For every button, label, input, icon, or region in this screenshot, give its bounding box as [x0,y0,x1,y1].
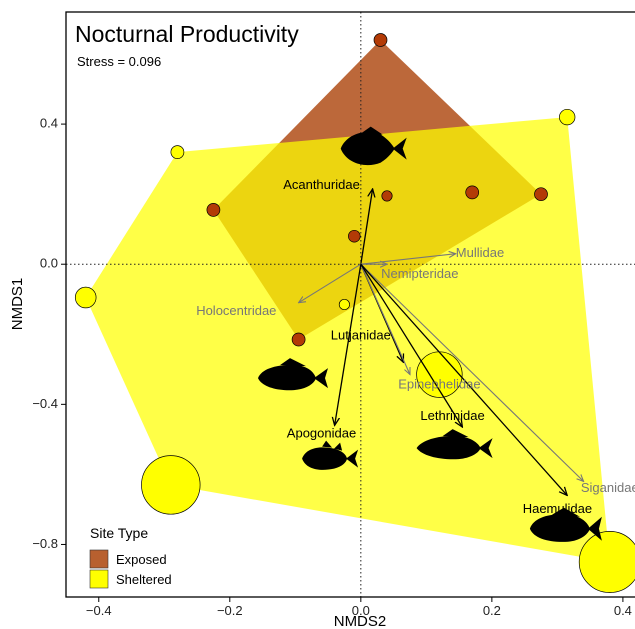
vector-label-siganidae: Siganidae [581,480,635,495]
vector-labels: Acanthuridae Mullidae Nemipteridae Holocent… [196,177,635,516]
point-exposed [291,332,306,347]
vector-label-holocentridae: Holocentridae [196,303,276,318]
y-axis-label: NMDS1 [9,278,26,331]
point-sheltered [170,145,185,159]
vector-acanthuridae [360,189,373,265]
x-tick-label: 0.2 [483,603,501,618]
legend-swatch-sheltered [89,569,109,589]
vector-label-haemulidae: Haemulidae [523,501,592,516]
point-layer [74,33,635,593]
vector-siganidae [360,263,584,481]
fish-silhouette-apogonidae [302,440,359,470]
point-exposed [381,190,393,202]
vector-label-acanthuridae: Acanthuridae [283,177,360,192]
vector-epinephelidae [360,263,410,374]
vector-label-nemipteridae: Nemipteridae [381,266,458,281]
vector-mullidae [360,254,456,265]
x-tick-label: 0.4 [614,603,632,618]
point-exposed [534,187,548,202]
point-exposed [348,229,361,243]
x-axis-label: NMDS2 [334,613,387,629]
legend: Site Type Exposed Sheltered [89,525,172,589]
point-sheltered [559,108,576,126]
y-tick-label: −0.4 [32,396,58,411]
fish-silhouette-lethrinidae [416,429,493,460]
vector-holocentridae [299,263,362,302]
legend-title: Site Type [90,525,148,541]
vector-label-epinephelidae: Epinephelidae [398,377,480,392]
point-sheltered [74,286,97,309]
y-tick-label: 0.4 [40,116,58,131]
fish-silhouettes [258,126,602,542]
fish-silhouette-lutjanidae [258,358,328,391]
vector-apogonidae [335,264,362,425]
vector-layer [299,189,584,496]
point-exposed [373,33,388,47]
x-tick-label: −0.2 [217,603,243,618]
x-axis-ticks: −0.4 −0.2 0.0 0.2 0.4 [86,597,632,618]
point-exposed [206,203,221,217]
vector-label-lutjanidae: Lutjanidae [331,327,391,342]
legend-label-sheltered: Sheltered [116,572,172,587]
point-sheltered [578,531,635,593]
vector-label-apogonidae: Apogonidae [287,426,356,441]
legend-label-exposed: Exposed [116,552,167,567]
y-axis-ticks: −0.8 −0.4 0.0 0.4 [32,116,66,551]
legend-swatch-exposed [89,549,109,569]
point-exposed [465,185,480,200]
y-tick-label: −0.8 [32,536,58,551]
y-tick-label: 0.0 [40,256,58,271]
x-tick-label: 0.0 [352,603,370,618]
vector-lethrinidae [360,263,463,427]
fish-silhouette-acanthuridae [340,126,407,166]
stress-annotation: Stress = 0.096 [77,54,161,69]
fish-silhouette-haemulidae [529,507,602,542]
vector-label-lethrinidae: Lethrinidae [420,408,484,423]
chart-title: Nocturnal Productivity [75,21,299,47]
point-sheltered [338,298,350,311]
vector-haemulidae [360,263,567,495]
point-sheltered [141,455,201,515]
vector-label-mullidae: Mullidae [456,245,504,260]
reference-lines [66,12,635,597]
plot-frame [65,11,635,598]
x-tick-label: −0.4 [86,603,112,618]
